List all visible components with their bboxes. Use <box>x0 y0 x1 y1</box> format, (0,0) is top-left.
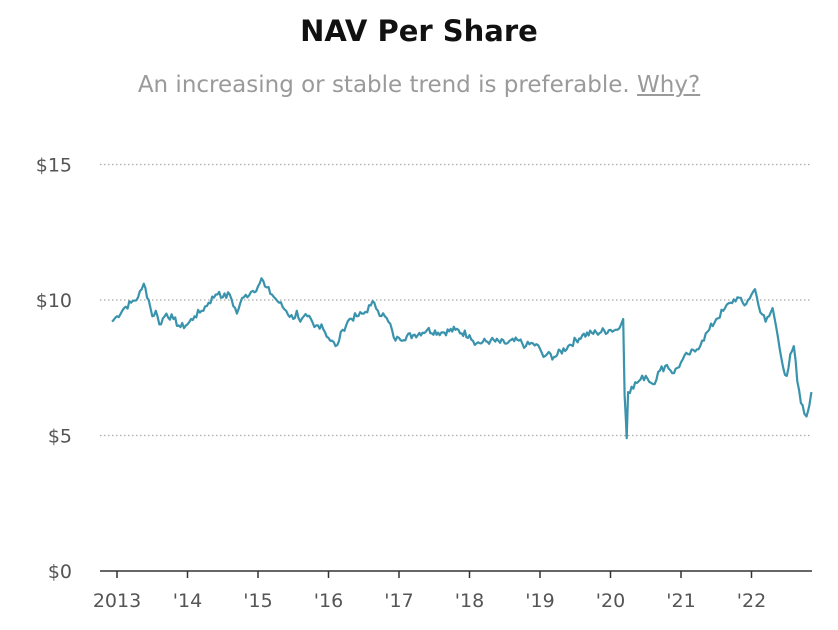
y-tick-label: $0 <box>48 561 72 583</box>
x-tick-label: '14 <box>173 590 202 612</box>
series-group <box>111 277 813 440</box>
x-tick-label: 2013 <box>93 590 141 612</box>
x-tick-label: '16 <box>314 590 343 612</box>
x-tick-label: '15 <box>243 590 272 612</box>
chart-title: NAV Per Share <box>300 14 538 48</box>
grid-lines <box>100 163 812 437</box>
y-tick-label: $5 <box>48 426 72 448</box>
why-link[interactable]: Why? <box>637 72 701 98</box>
y-tick-label: $15 <box>36 155 72 177</box>
x-tick-label: '17 <box>384 590 413 612</box>
series-line-nav-per-share <box>111 277 813 440</box>
x-tick-label: '19 <box>525 590 554 612</box>
x-tick-label: '21 <box>666 590 695 612</box>
y-tick-labels: $0 $5 $10 $15 <box>36 155 72 584</box>
subtitle-text: An increasing or stable trend is prefera… <box>137 72 630 98</box>
x-tick-label: '22 <box>737 590 766 612</box>
chart-subtitle: An increasing or stable trend is prefera… <box>0 72 838 98</box>
y-tick-label: $10 <box>36 290 72 312</box>
x-tick-label: '20 <box>596 590 625 612</box>
x-tick-label: '18 <box>455 590 484 612</box>
x-axis <box>100 570 812 578</box>
x-tick-labels: 2013 '14 '15 '16 '17 '18 '19 '20 '21 '22 <box>93 590 766 612</box>
